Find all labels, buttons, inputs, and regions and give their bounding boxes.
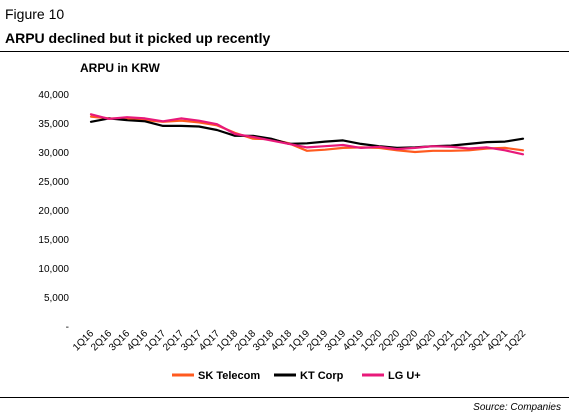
legend-label: SK Telecom xyxy=(198,370,260,382)
y-tick-label: 30,000 xyxy=(38,148,69,159)
figure-title: ARPU declined but it picked up recently xyxy=(5,30,271,46)
bottom-rule xyxy=(0,397,569,398)
y-tick-label: 20,000 xyxy=(38,206,69,217)
legend: SK Telecom KT Corp LG U+ xyxy=(172,370,421,382)
y-tick-label: 10,000 xyxy=(38,264,69,275)
series-line-lg-u xyxy=(89,113,525,156)
legend-label: LG U+ xyxy=(388,370,421,382)
figure-label: Figure 10 xyxy=(5,6,65,22)
line-chart: ARPU in KRW - 5,000 10,000 15,000 20,000 25,0… xyxy=(38,61,528,382)
y-tick-label: - xyxy=(66,322,69,333)
y-axis-label: ARPU in KRW xyxy=(80,61,160,75)
top-rule xyxy=(0,51,569,52)
source-note: Source: Companies xyxy=(473,402,561,413)
series-line-kt-corp xyxy=(89,117,525,150)
y-axis-ticks: - 5,000 10,000 15,000 20,000 25,000 30,000 35,0… xyxy=(38,90,69,333)
y-tick-label: 15,000 xyxy=(38,235,69,246)
y-tick-label: 35,000 xyxy=(38,119,69,130)
legend-label: KT Corp xyxy=(300,370,344,382)
x-tick-label: 1Q22 xyxy=(503,328,528,353)
x-axis-ticks: 1Q162Q163Q164Q161Q172Q173Q174Q171Q182Q18… xyxy=(71,328,528,353)
y-tick-label: 5,000 xyxy=(44,293,69,304)
y-tick-label: 25,000 xyxy=(38,177,69,188)
series-lines xyxy=(89,113,525,156)
y-tick-label: 40,000 xyxy=(38,90,69,101)
